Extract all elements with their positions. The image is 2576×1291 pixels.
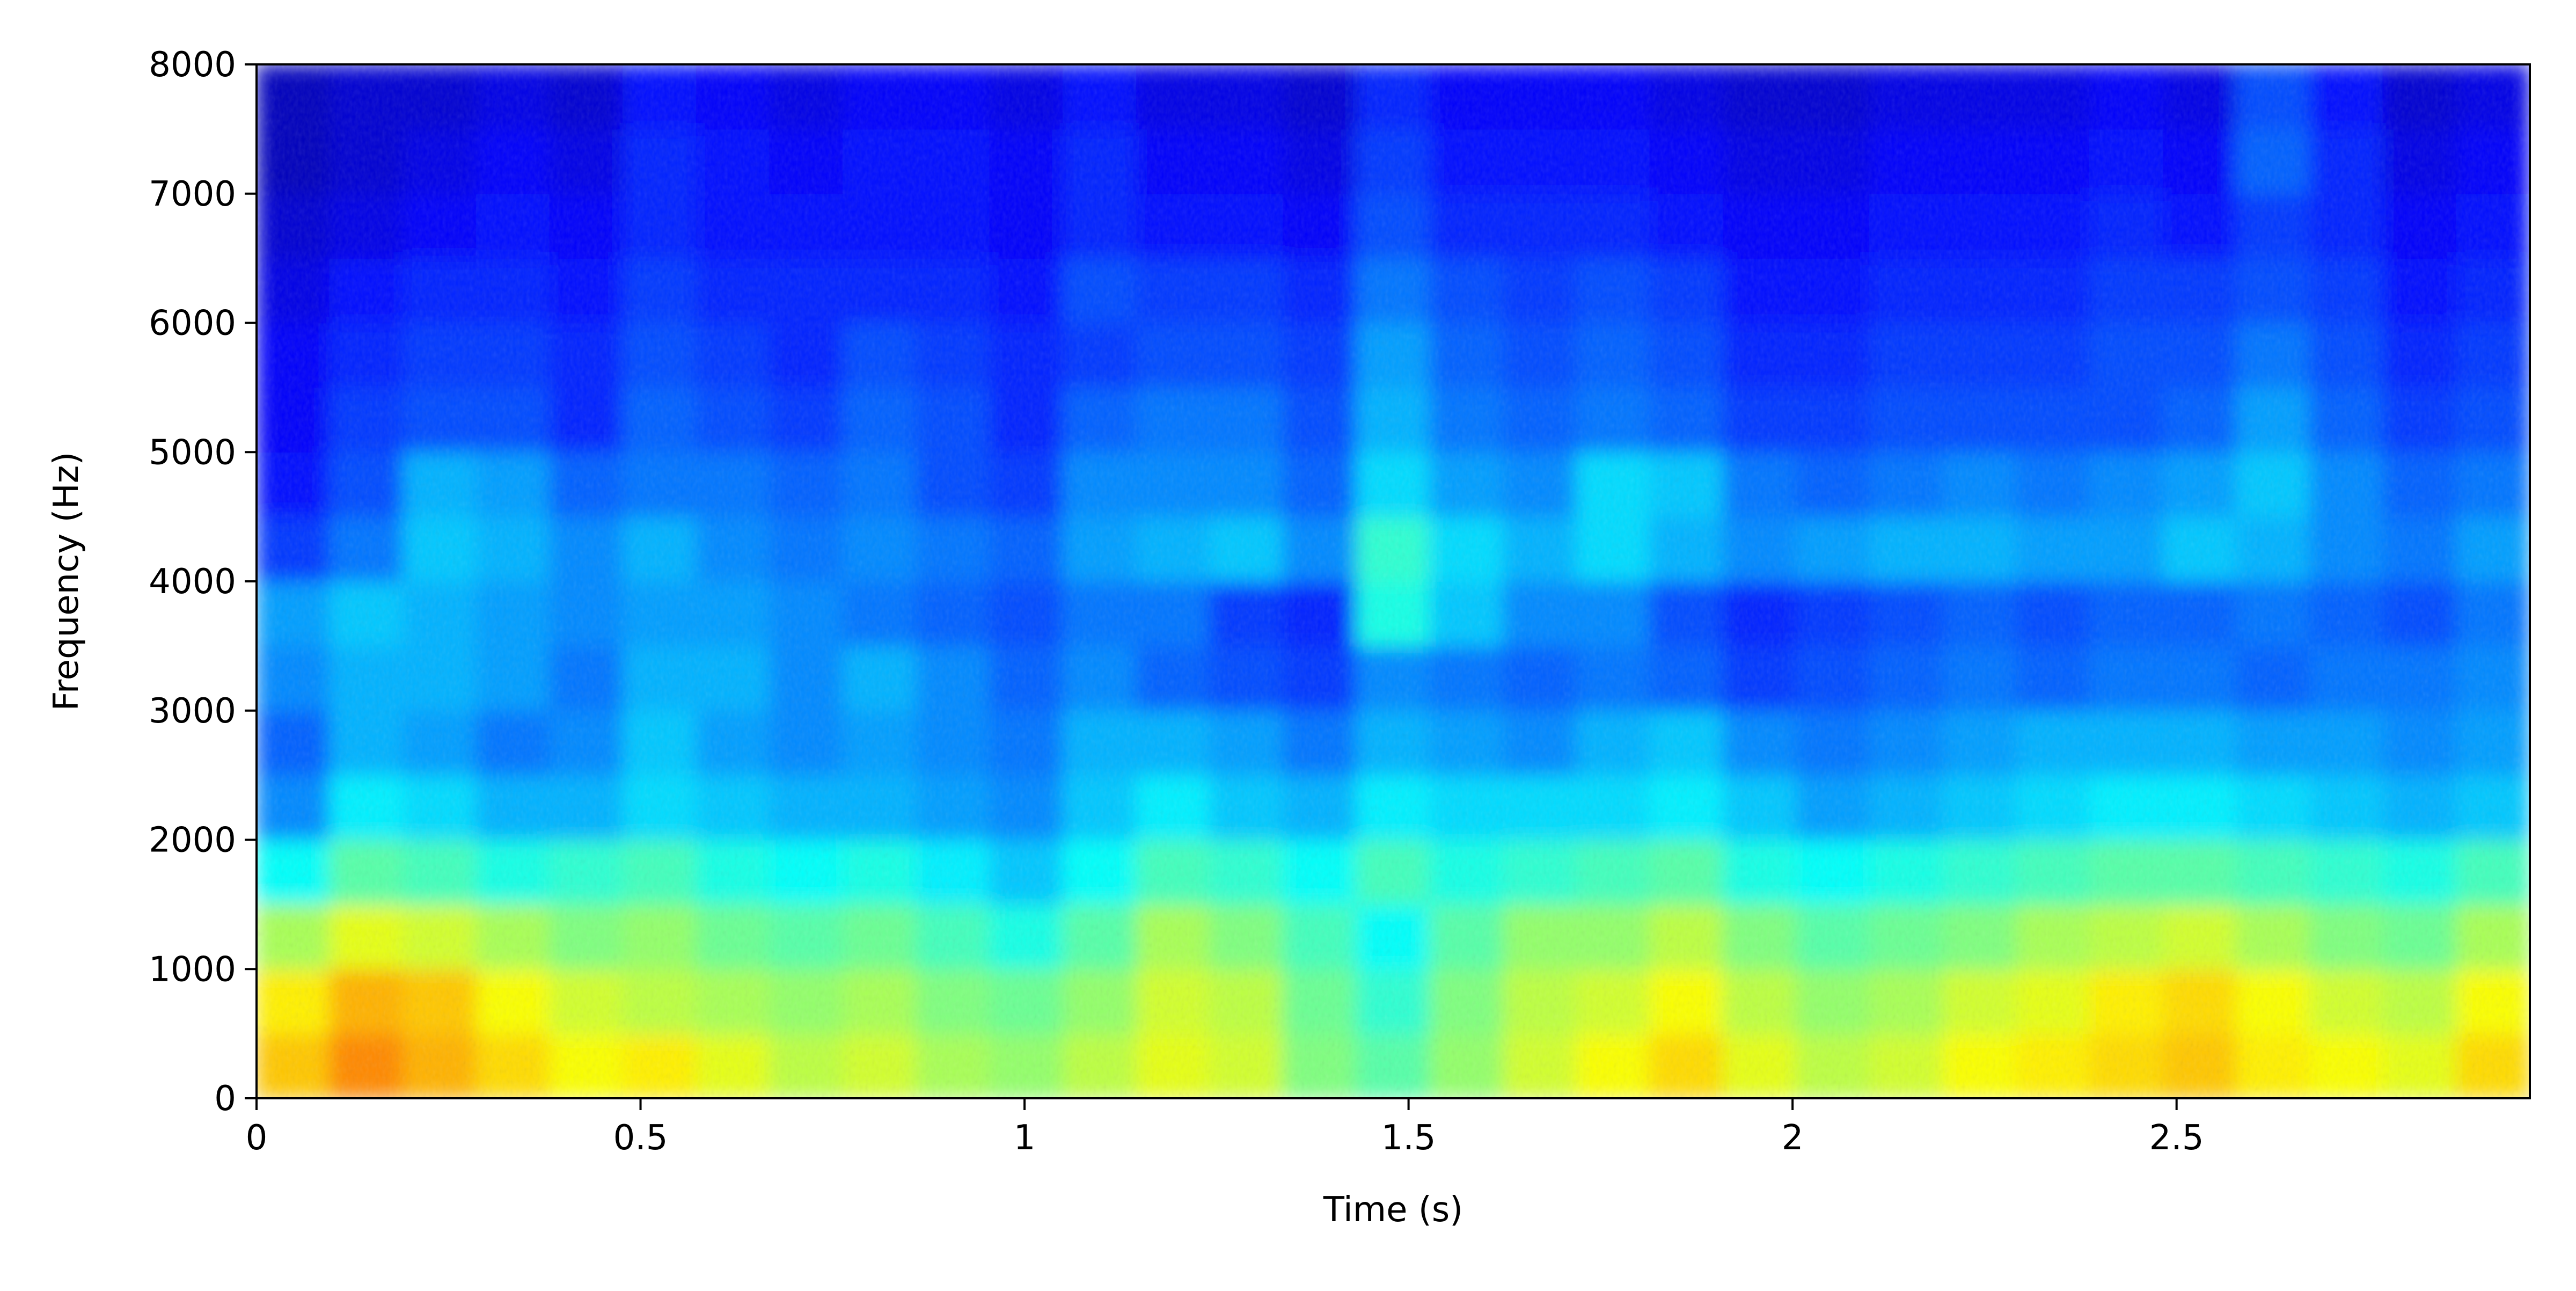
y-tick-label: 8000 bbox=[149, 45, 236, 85]
x-tick-label: 0.5 bbox=[613, 1118, 668, 1158]
y-tick-label: 2000 bbox=[149, 821, 236, 860]
x-tick-label: 2.5 bbox=[2149, 1118, 2204, 1158]
x-axis: 0 0.5 1 1.5 2 2.5 bbox=[246, 1098, 2204, 1158]
y-tick-label: 3000 bbox=[149, 691, 236, 731]
y-tick-label: 7000 bbox=[149, 174, 236, 214]
x-tick-label: 1 bbox=[1014, 1118, 1036, 1158]
x-tick-label: 1.5 bbox=[1381, 1118, 1436, 1158]
y-axis-label: Frequency (Hz) bbox=[47, 452, 86, 711]
y-tick-label: 6000 bbox=[149, 304, 236, 344]
y-tick-label: 1000 bbox=[149, 950, 236, 989]
y-tick-label: 4000 bbox=[149, 562, 236, 602]
y-axis: 0 1000 2000 3000 4000 5000 6000 7000 8000 bbox=[149, 45, 257, 1119]
spectral-texture bbox=[257, 64, 2530, 1098]
heatmap-cells bbox=[257, 64, 2530, 1098]
x-tick-label: 2 bbox=[1782, 1118, 1804, 1158]
x-tick-label: 0 bbox=[246, 1118, 268, 1158]
x-axis-label: Time (s) bbox=[1323, 1190, 1463, 1230]
y-tick-label: 0 bbox=[214, 1079, 236, 1119]
y-tick-label: 5000 bbox=[149, 433, 236, 472]
